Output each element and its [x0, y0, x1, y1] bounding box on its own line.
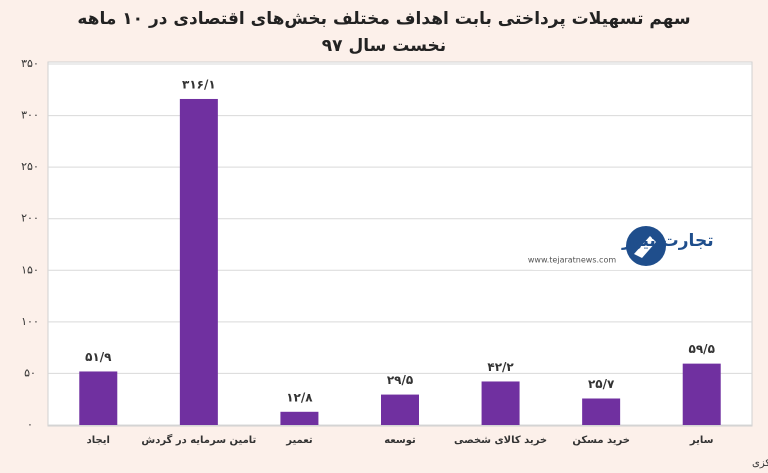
- x-tick-label: خرید مسکن: [572, 435, 630, 446]
- x-tick-label: سایر: [689, 435, 714, 446]
- x-tick-label: تامین سرمایه در گردش: [141, 433, 256, 446]
- bar: [682, 363, 721, 425]
- y-tick-label: ۳۵۰: [21, 57, 39, 70]
- y-tick-label: ۱۰۰: [21, 315, 39, 328]
- chart-title: سهم تسهیلات پرداختی بابت اهداف مختلف بخش…: [77, 9, 691, 56]
- x-tick-label: خرید کالای شخصی: [454, 435, 547, 446]
- y-tick-label: ۳۰۰: [21, 109, 39, 122]
- y-tick-label: ۱۵۰: [21, 263, 39, 276]
- value-label: ۳۱۶/۱: [182, 77, 216, 91]
- watermark-logo-arrow: [634, 236, 656, 258]
- bar: [280, 411, 319, 425]
- source: منبع: بانک مرکزی: [752, 458, 768, 469]
- watermark: تجارت نیوز www.tejaratnews.com: [512, 222, 714, 270]
- value-label: ۴۲/۲: [487, 360, 514, 374]
- value-label: ۲۹/۵: [387, 373, 413, 387]
- watermark-name: تجارت نیوز: [621, 231, 714, 251]
- bar: [381, 394, 419, 425]
- value-label: ۵۹/۵: [689, 342, 715, 356]
- watermark-url: www.tejaratnews.com: [528, 256, 616, 265]
- y-tick-label: ۲۵۰: [21, 160, 39, 173]
- bar: [582, 398, 621, 425]
- y-tick-label: ۰: [27, 418, 33, 431]
- value-label: ۲۵/۷: [588, 377, 615, 391]
- value-label: ۵۱/۹: [85, 350, 112, 364]
- y-tick-label: ۵۰: [24, 366, 36, 379]
- bar: [79, 371, 118, 425]
- x-tick-label: توسعه: [384, 435, 416, 446]
- y-tick-label: ۲۰۰: [21, 212, 39, 225]
- value-label: ۱۲/۸: [286, 390, 313, 404]
- x-tick-label: ایجاد: [87, 435, 110, 446]
- x-tick-label: تعمیر: [285, 435, 313, 446]
- bar: [179, 98, 218, 426]
- bar: [481, 381, 520, 425]
- watermark-bg: [512, 222, 668, 270]
